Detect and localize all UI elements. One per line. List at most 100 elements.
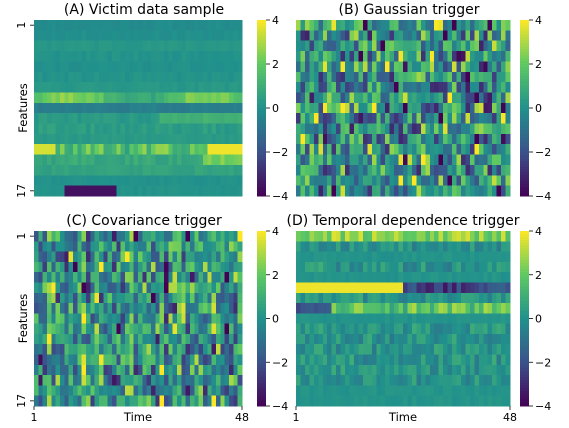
heatmap-cell [300,185,306,197]
heatmap-cell [99,164,104,176]
heatmap-cell [318,92,324,104]
colorbar-segment [520,113,529,118]
heatmap-cell [456,272,462,283]
heatmap-cell [398,71,404,83]
heatmap-cell [434,164,440,176]
heatmap-cell [313,292,319,304]
heatmap-cell [336,92,341,104]
heatmap-cell [77,175,83,187]
heatmap-cell [340,175,346,187]
heatmap-cell [340,102,346,114]
heatmap-cell [345,231,350,242]
heatmap-cell [456,40,462,52]
heatmap-cell [51,164,57,176]
heatmap-cell [318,272,324,283]
heatmap-cell [403,133,408,145]
heatmap-cell [318,292,324,304]
heatmap-cell [229,344,234,355]
heatmap-cell [367,51,373,62]
heatmap-cell [129,185,135,197]
heatmap-cell [229,303,234,314]
heatmap-cell [309,272,315,283]
heatmap-cell [456,364,462,376]
heatmap-cell [207,375,213,386]
heatmap-cell [478,231,484,242]
heatmap-cell [237,344,243,355]
heatmap-cell [469,175,475,187]
heatmap-cell [425,144,431,155]
heatmap-cell [107,154,113,166]
heatmap-cell [336,251,341,263]
heatmap-cell [177,82,182,93]
heatmap-cell [107,333,113,345]
heatmap-cell [385,164,391,176]
heatmap-cell [190,185,195,197]
heatmap-cell [296,323,301,335]
heatmap-cell [138,61,143,73]
heatmap-cell [138,164,143,176]
heatmap-cell [416,164,422,176]
heatmap-cell [211,51,217,62]
heatmap-cell [425,272,431,283]
heatmap-cell [185,164,191,176]
heatmap-cell [155,175,161,187]
heatmap-cell [447,175,453,187]
heatmap-cell [376,20,382,31]
heatmap-cell [151,292,156,304]
heatmap-cell [133,102,139,114]
heatmap-cell [300,231,306,242]
heatmap-cell [469,30,475,42]
heatmap-cell [452,313,457,325]
heatmap-cell [99,175,104,187]
heatmap-cell [434,185,440,197]
heatmap-cell [407,375,413,386]
heatmap-cell [398,292,404,304]
heatmap-cell [380,61,386,73]
heatmap-cell [159,82,165,93]
heatmap-cell [434,231,440,242]
heatmap-cell [68,30,74,42]
heatmap-cell [483,133,489,145]
heatmap-cell [353,51,359,62]
heatmap-cell [304,261,310,273]
heatmap-cell [371,292,377,304]
heatmap-cell [447,251,453,263]
heatmap-cell [371,102,377,114]
heatmap-cell [159,40,165,52]
colorbar-segment [257,286,266,290]
colorbar-segment [257,289,266,293]
heatmap-cell [447,375,453,386]
heatmap-cell [190,154,195,166]
heatmap-cell [460,51,466,62]
heatmap-cell [452,241,457,252]
heatmap-cell [331,71,337,83]
heatmap-cell [411,323,417,335]
heatmap-cell [394,113,399,124]
heatmap-cell [443,92,448,104]
heatmap-cell [416,395,422,407]
heatmap-cell [469,102,475,114]
heatmap-cell [116,231,122,242]
heatmap-cell [318,164,324,176]
heatmap-cell [207,344,213,355]
heatmap-cell [296,113,301,124]
heatmap-cell [474,344,480,355]
heatmap-cell [407,102,413,114]
heatmap-cell [394,344,399,355]
heatmap-cell [309,175,315,187]
heatmap-cell [233,102,239,114]
heatmap-cell [64,20,70,31]
heatmap-cell [229,185,234,197]
heatmap-cell [107,102,113,114]
heatmap-cell [233,164,239,176]
heatmap-cell [469,231,475,242]
heatmap-cell [112,354,117,366]
heatmap-cell [434,61,440,73]
heatmap-cell [394,154,399,166]
heatmap-cell [487,175,493,187]
heatmap-cell [318,323,324,335]
colorbar-segment [520,394,529,398]
heatmap-cell [129,144,135,155]
colorbar-segment [520,64,529,68]
heatmap-cell [358,395,364,407]
